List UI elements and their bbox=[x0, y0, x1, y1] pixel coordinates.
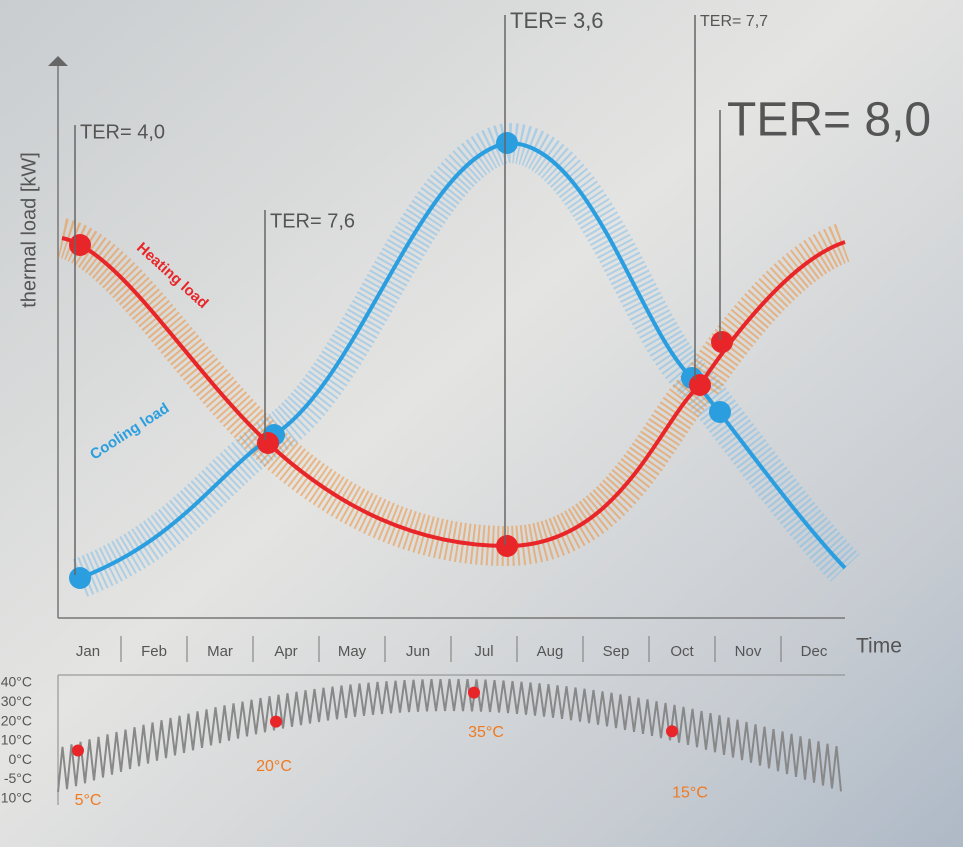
x-tick-label: Jul bbox=[474, 643, 493, 660]
y-tick-label: 0°C bbox=[9, 751, 33, 767]
x-tick-label: May bbox=[338, 643, 367, 660]
annotation: TER= 8,0 bbox=[727, 94, 931, 147]
chart: thermal load [kW] Time Jan Feb Mar Apr May Jun J… bbox=[0, 0, 963, 847]
y-tick-label: -5°C bbox=[4, 770, 32, 786]
temperature-point bbox=[72, 745, 84, 757]
heating-point bbox=[711, 331, 733, 353]
annotation: TER= 7,7 bbox=[700, 13, 768, 30]
heating-point bbox=[257, 432, 279, 454]
x-tick-label: Jan bbox=[76, 643, 100, 660]
heating-point bbox=[69, 234, 91, 256]
annotation: TER= 3,6 bbox=[510, 8, 604, 33]
x-tick-label: Oct bbox=[670, 643, 694, 660]
y-axis-label: thermal load [kW] bbox=[18, 152, 40, 308]
value-label: 20°C bbox=[256, 758, 292, 775]
x-tick-label: Jun bbox=[406, 643, 430, 660]
annotation: TER= 7,6 bbox=[270, 210, 355, 232]
temperature-point bbox=[468, 687, 480, 699]
y-tick-label: 10°C bbox=[1, 732, 32, 748]
heating-point bbox=[496, 535, 518, 557]
cooling-point bbox=[709, 401, 731, 423]
y-tick-label: 40°C bbox=[1, 674, 32, 690]
temperature-point bbox=[666, 725, 678, 737]
heating-point bbox=[689, 374, 711, 396]
value-label: 35°C bbox=[468, 724, 504, 741]
y-tick-label: 20°C bbox=[1, 712, 32, 728]
value-label: 5°C bbox=[75, 792, 102, 809]
temperature-point bbox=[270, 716, 282, 728]
x-tick-label: Nov bbox=[735, 643, 762, 660]
cooling-point bbox=[69, 567, 91, 589]
x-tick-label: Feb bbox=[141, 643, 167, 660]
x-tick-label: Apr bbox=[274, 643, 297, 660]
x-tick-label: Sep bbox=[603, 643, 630, 660]
x-tick-label: Aug bbox=[537, 643, 564, 660]
annotation: TER= 4,0 bbox=[80, 121, 165, 143]
y-tick-label: -10°C bbox=[0, 790, 32, 806]
cooling-point bbox=[496, 132, 518, 154]
x-tick-label: Dec bbox=[801, 643, 828, 660]
y-tick-label: 30°C bbox=[1, 693, 32, 709]
x-axis-label: Time bbox=[856, 635, 902, 658]
value-label: 15°C bbox=[672, 784, 708, 801]
x-tick-label: Mar bbox=[207, 643, 233, 660]
